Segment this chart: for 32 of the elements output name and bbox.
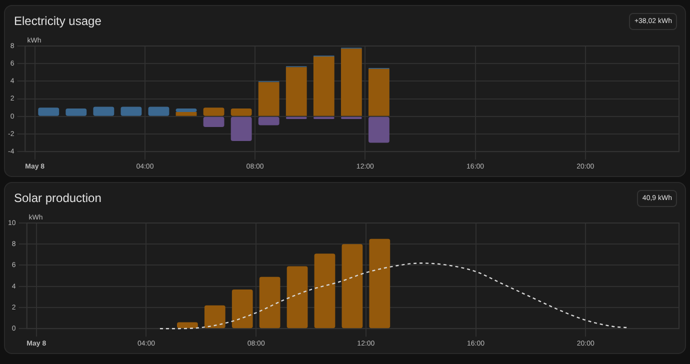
bar bbox=[286, 67, 307, 116]
bar bbox=[286, 116, 307, 120]
bar bbox=[120, 106, 142, 116]
line-series bbox=[159, 262, 628, 330]
bar bbox=[313, 116, 334, 120]
bar bbox=[368, 68, 390, 116]
bar bbox=[340, 48, 362, 116]
bar bbox=[176, 112, 197, 116]
bar bbox=[232, 290, 253, 328]
bar bbox=[259, 276, 280, 328]
bar bbox=[286, 266, 308, 328]
bar bbox=[314, 254, 336, 328]
bar bbox=[177, 322, 198, 328]
bar bbox=[204, 305, 226, 328]
bar bbox=[203, 108, 224, 116]
bar bbox=[176, 108, 197, 112]
bar bbox=[230, 108, 252, 116]
chart-title: Solar production bbox=[14, 191, 102, 205]
bar bbox=[148, 106, 170, 116]
bar bbox=[258, 82, 280, 116]
bar bbox=[66, 108, 87, 116]
bar bbox=[38, 108, 60, 116]
bar bbox=[313, 56, 334, 116]
bar bbox=[93, 106, 114, 116]
bar bbox=[258, 116, 280, 126]
bar bbox=[368, 116, 390, 143]
bar bbox=[230, 116, 252, 142]
bar bbox=[342, 244, 363, 328]
bar bbox=[203, 116, 224, 127]
chart-title: Electricity usage bbox=[14, 14, 102, 28]
bar bbox=[369, 238, 390, 328]
bar bbox=[340, 116, 362, 120]
